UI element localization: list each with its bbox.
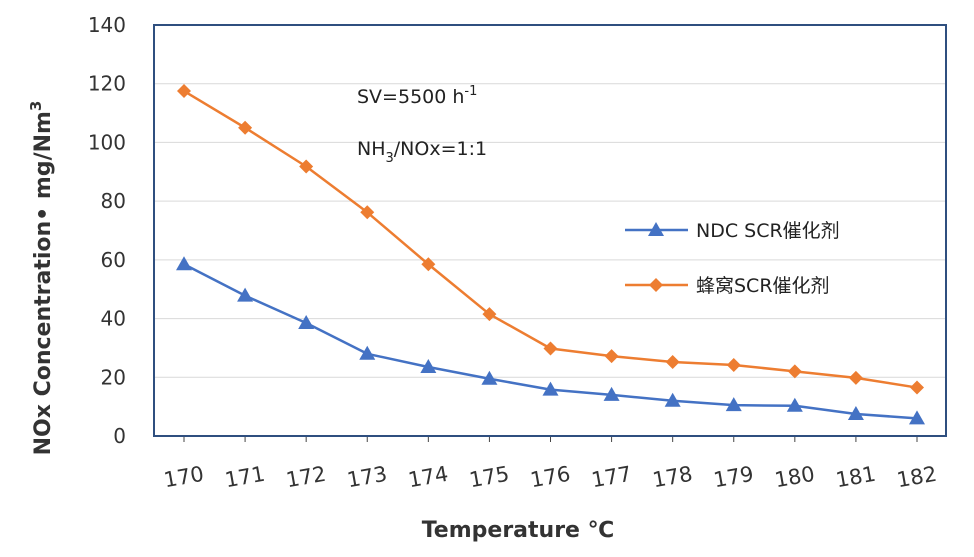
- x-tick-label: 180: [773, 462, 817, 493]
- series-0: [176, 256, 925, 425]
- x-axis-title: Temperature ℃: [422, 518, 615, 543]
- data-point-diamond: [848, 370, 863, 385]
- x-tick-label: 170: [162, 462, 206, 493]
- data-point-diamond: [238, 120, 253, 135]
- y-axis: 0 20 40 60 80 100 120 140: [88, 13, 126, 448]
- data-point-triangle: [420, 359, 437, 374]
- data-point-triangle: [725, 397, 742, 412]
- data-point-triangle: [481, 370, 498, 385]
- y-tick-label: 120: [88, 72, 126, 96]
- series-lines: [176, 84, 925, 425]
- data-point-diamond: [726, 357, 741, 372]
- legend: NDC SCR催化剂 蜂窝SCR催化剂: [625, 220, 840, 297]
- legend-entry-honeycomb: 蜂窝SCR催化剂: [625, 275, 830, 297]
- y-tick-label: 100: [88, 130, 126, 154]
- x-tick-label: 179: [712, 462, 756, 493]
- data-point-triangle: [359, 345, 376, 360]
- plot-area-border: [153, 24, 947, 437]
- legend-marker-triangle: [648, 222, 664, 236]
- x-tick-label: 182: [895, 462, 939, 493]
- legend-label-honeycomb: 蜂窝SCR催化剂: [696, 275, 830, 297]
- annotation-sv: SV=5500 h-1: [357, 84, 477, 108]
- data-point-diamond: [910, 380, 924, 395]
- data-point-triangle: [176, 256, 192, 271]
- y-tick-label: 80: [101, 189, 126, 213]
- data-point-triangle: [664, 392, 681, 407]
- data-point-triangle: [847, 405, 864, 420]
- data-point-diamond: [177, 84, 191, 99]
- x-tick-label: 181: [834, 462, 878, 493]
- x-tick-label: 175: [467, 462, 511, 493]
- x-tick-label: 172: [284, 462, 328, 493]
- data-point-diamond: [299, 159, 314, 174]
- data-point-diamond: [421, 257, 436, 272]
- x-tick-label: 171: [223, 462, 267, 493]
- y-axis-title: NOx Concentration• mg/Nm3: [27, 101, 56, 456]
- legend-entry-ndc: NDC SCR催化剂: [625, 220, 840, 242]
- y-tick-label: 140: [88, 13, 126, 37]
- x-tick-label: 174: [406, 462, 450, 493]
- grid-lines: [154, 83, 946, 378]
- data-point-diamond: [604, 349, 619, 364]
- data-point-triangle: [909, 410, 925, 425]
- x-axis: 170 171 172 173 174 175 176 177 178 179 180 181 182: [162, 436, 939, 492]
- annotation-ratio: NH3/NOx=1:1: [357, 138, 487, 166]
- data-point-diamond: [360, 205, 375, 220]
- data-point-triangle: [298, 314, 315, 329]
- data-point-triangle: [603, 386, 620, 401]
- y-tick-label: 60: [101, 248, 126, 272]
- data-point-triangle: [786, 397, 803, 412]
- data-point-diamond: [787, 364, 802, 379]
- series-1: [177, 84, 924, 395]
- legend-marker-diamond: [649, 278, 663, 292]
- data-point-triangle: [542, 381, 559, 396]
- data-point-diamond: [482, 307, 497, 322]
- data-point-diamond: [665, 355, 680, 370]
- x-tick-label: 178: [651, 462, 695, 493]
- data-point-diamond: [543, 341, 558, 356]
- data-point-triangle: [237, 287, 254, 302]
- x-tick-label: 177: [590, 462, 634, 493]
- y-tick-label: 0: [113, 424, 126, 448]
- y-tick-label: 20: [101, 365, 126, 389]
- x-tick-label: 173: [345, 462, 389, 493]
- y-tick-label: 40: [101, 307, 126, 331]
- x-tick-label: 176: [529, 462, 573, 493]
- legend-label-ndc: NDC SCR催化剂: [696, 220, 840, 242]
